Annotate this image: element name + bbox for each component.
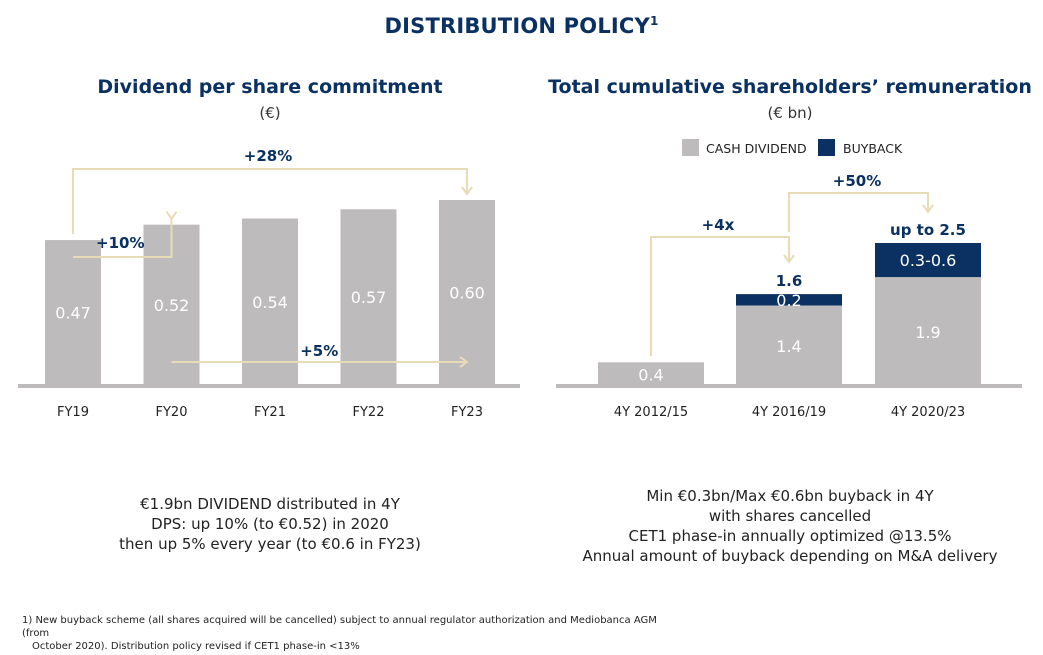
total-label: 1.6	[776, 272, 803, 290]
footnote: 1) New buyback scheme (all shares acquir…	[22, 614, 662, 653]
dividend-value-label: 0.47	[55, 304, 91, 323]
growth-arrowhead-4x	[783, 254, 795, 264]
growth-arrowhead-5	[459, 356, 469, 368]
page-title: DISTRIBUTION POLICY1	[384, 14, 659, 38]
x-tick-label: 4Y 2020/23	[891, 405, 965, 420]
growth-arrowhead-28	[461, 186, 473, 196]
right-summary-line: with shares cancelled	[708, 507, 872, 525]
dividend-value-label: 0.52	[154, 296, 190, 315]
left-chart-unit: (€)	[259, 104, 281, 122]
footnote-line: October 2020). Distribution policy revis…	[32, 641, 360, 652]
buyback-bar	[875, 243, 981, 278]
left-summary-line: DPS: up 10% (to €0.52) in 2020	[151, 515, 389, 533]
legend-label-cash-dividend: CASH DIVIDEND	[706, 141, 807, 156]
charts-canvas: 0.47 FY19 0.52 FY20 0.54 FY21 0.57 FY22 0.60 FY23…	[18, 139, 1022, 420]
growth-label-10: +10%	[96, 234, 144, 252]
right-summary-line: Annual amount of buyback depending on M&…	[582, 547, 998, 565]
left-summary: €1.9bn DIVIDEND distributed in 4Y DPS: u…	[60, 494, 480, 554]
left-summary-line: €1.9bn DIVIDEND distributed in 4Y	[140, 495, 400, 513]
legend-swatch-cash-dividend	[682, 139, 699, 156]
dividend-bar	[439, 200, 495, 385]
buyback-value-label: 0.3-0.6	[900, 251, 957, 270]
growth-arrowhead-50	[922, 204, 934, 214]
total-label: up to 2.5	[890, 221, 966, 239]
footnote-line: 1) New buyback scheme (all shares acquir…	[22, 615, 657, 639]
x-tick-label: 4Y 2016/19	[752, 405, 826, 420]
dividend-bar	[340, 209, 397, 385]
right-chart-title: Total cumulative shareholders’ remunerat…	[548, 76, 1032, 98]
cash-dividend-bar	[875, 277, 981, 385]
cash-dividend-value-label: 1.9	[915, 323, 940, 342]
x-tick-label: FY20	[156, 405, 188, 420]
x-tick-label: FY23	[451, 405, 483, 420]
cash-dividend-value-label: 0.4	[638, 366, 663, 385]
x-tick-label: FY22	[353, 405, 385, 420]
growth-label-4x: +4x	[702, 216, 735, 234]
title-footnote-marker: 1	[649, 14, 659, 28]
buyback-bar	[736, 294, 842, 306]
cash-dividend-bar	[736, 305, 842, 385]
x-tick-label: FY21	[254, 405, 286, 420]
right-summary-line: CET1 phase-in annually optimized @13.5%	[628, 527, 952, 545]
left-summary-line: then up 5% every year (to €0.6 in FY23)	[119, 535, 421, 553]
cash-dividend-value-label: 1.4	[776, 337, 801, 356]
right-summary: Min €0.3bn/Max €0.6bn buyback in 4Y with…	[560, 486, 1020, 566]
growth-arrow-28	[72, 168, 468, 235]
dividend-value-label: 0.54	[252, 293, 288, 312]
dividend-bar	[242, 218, 298, 385]
left-chart-title: Dividend per share commitment	[97, 76, 443, 98]
buyback-value-label: 0.2	[776, 291, 801, 310]
x-tick-label: FY19	[57, 405, 89, 420]
legend-label-buyback: BUYBACK	[843, 141, 903, 156]
x-tick-label: 4Y 2012/15	[614, 405, 688, 420]
growth-arrow-10	[73, 218, 173, 258]
right-chart-unit: (€ bn)	[767, 104, 813, 122]
growth-label-28: +28%	[244, 147, 292, 165]
dividend-bar	[45, 240, 101, 385]
cash-dividend-bar	[598, 362, 704, 385]
growth-label-5: +5%	[300, 342, 338, 360]
growth-arrowhead-10	[165, 211, 178, 221]
dividend-value-label: 0.57	[351, 288, 387, 307]
growth-arrow-4x	[650, 236, 790, 357]
growth-label-50: +50%	[833, 172, 881, 190]
right-summary-line: Min €0.3bn/Max €0.6bn buyback in 4Y	[646, 487, 934, 505]
growth-arrow-50	[788, 192, 929, 232]
dividend-value-label: 0.60	[449, 284, 485, 303]
legend-swatch-buyback	[818, 139, 835, 156]
